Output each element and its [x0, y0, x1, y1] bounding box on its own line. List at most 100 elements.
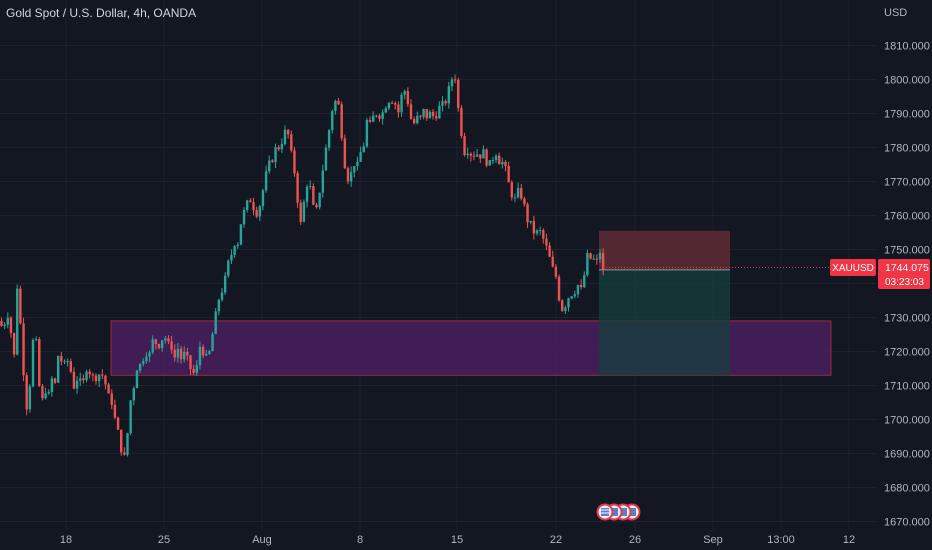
candle — [208, 350, 211, 356]
candle — [3, 322, 6, 330]
candle — [246, 199, 249, 213]
candle — [551, 250, 554, 268]
candle — [227, 259, 230, 278]
candle — [479, 154, 482, 164]
candle — [148, 350, 151, 363]
candle — [447, 81, 450, 109]
candle — [586, 249, 589, 277]
time-axis[interactable]: 18 25 Aug 8 15 22 26 Sep 13:00 12 — [60, 534, 855, 546]
candle — [214, 308, 217, 335]
candle — [564, 305, 567, 314]
candle — [450, 77, 454, 92]
candle — [186, 347, 189, 361]
candle — [94, 373, 98, 385]
candle — [403, 89, 406, 100]
candle — [132, 386, 135, 406]
candle — [488, 160, 491, 166]
x-tick-label: 22 — [550, 534, 562, 546]
candle — [384, 106, 387, 113]
candle — [170, 335, 173, 354]
candle — [466, 147, 469, 159]
candle — [526, 202, 529, 228]
candle — [579, 279, 583, 290]
candle — [223, 272, 227, 295]
candle — [334, 99, 337, 115]
candle — [12, 332, 16, 358]
candle — [116, 416, 120, 430]
candle — [69, 358, 72, 374]
stop-loss-zone[interactable] — [599, 230, 730, 270]
candle — [302, 199, 306, 223]
candle — [107, 382, 110, 394]
candle — [535, 229, 539, 236]
candle — [299, 199, 302, 226]
candle — [309, 180, 312, 190]
candle — [160, 340, 164, 352]
candle — [595, 254, 599, 265]
candle — [85, 369, 88, 383]
candle — [22, 317, 25, 382]
candle — [280, 138, 284, 154]
candle — [589, 252, 592, 260]
candle — [104, 374, 107, 390]
candle — [576, 284, 580, 298]
candle — [412, 116, 416, 125]
candle — [236, 242, 239, 250]
candle — [378, 114, 381, 122]
candle — [271, 159, 274, 163]
candle — [176, 342, 180, 363]
candle — [444, 99, 447, 106]
candle — [453, 74, 457, 84]
x-tick-label: 25 — [158, 534, 170, 546]
candle — [183, 346, 186, 363]
candle — [312, 183, 315, 206]
candle — [25, 372, 28, 416]
candle — [110, 389, 113, 410]
candle — [516, 182, 520, 199]
candle — [16, 284, 19, 356]
candle — [372, 111, 375, 122]
candle — [390, 100, 394, 104]
candle — [198, 341, 202, 370]
candle — [400, 92, 403, 117]
candle — [321, 164, 324, 198]
candle — [126, 432, 129, 457]
candle — [242, 207, 246, 228]
candle — [356, 156, 359, 171]
candle — [252, 197, 255, 216]
candle — [72, 367, 76, 390]
price-badge: XAUUSD 1744.075 03:23:03 — [830, 259, 930, 289]
symbol-badge-bg — [830, 259, 876, 276]
candle — [538, 226, 542, 236]
y-tick-label: 1710.000 — [884, 381, 930, 393]
take-profit-zone[interactable] — [599, 269, 730, 376]
candle — [205, 349, 208, 357]
candle — [101, 369, 104, 380]
y-tick-label: 1700.000 — [884, 415, 930, 427]
candle — [91, 372, 95, 382]
candle — [283, 125, 287, 146]
candle — [340, 101, 343, 142]
candle — [362, 142, 365, 153]
candle — [368, 116, 372, 123]
candle — [365, 117, 369, 149]
candle — [529, 220, 532, 225]
candle — [520, 183, 523, 201]
candle — [435, 111, 438, 121]
candle — [592, 254, 595, 261]
candle — [494, 154, 498, 164]
y-tick-label: 1690.000 — [884, 449, 930, 461]
x-tick-label: 18 — [60, 534, 72, 546]
economic-events[interactable] — [596, 503, 641, 521]
y-tick-label: 1720.000 — [884, 347, 930, 359]
candle — [507, 161, 510, 183]
candle — [63, 359, 66, 365]
x-tick-label: 15 — [451, 534, 463, 546]
candle — [145, 351, 148, 364]
us-flag-event-icon[interactable] — [596, 503, 614, 521]
candle — [397, 101, 400, 118]
price-badge-bg — [878, 259, 930, 289]
x-tick-label: 12 — [843, 534, 855, 546]
candle — [19, 285, 22, 325]
